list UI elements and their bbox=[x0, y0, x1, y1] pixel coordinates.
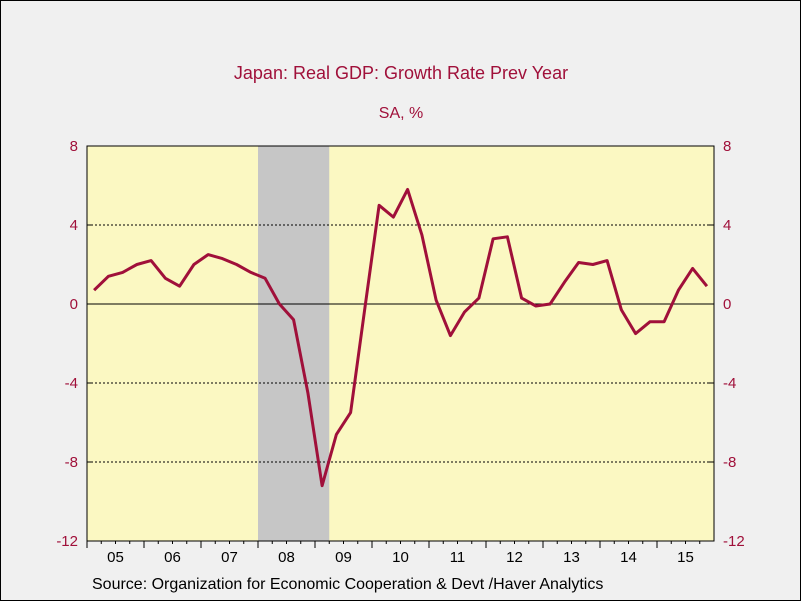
x-tick-label: 09 bbox=[335, 549, 352, 566]
y-tick-label-right: 4 bbox=[723, 217, 731, 234]
y-tick-label-left: 0 bbox=[70, 296, 78, 313]
x-tick-label: 12 bbox=[506, 549, 523, 566]
x-tick-label: 07 bbox=[221, 549, 238, 566]
y-tick-label-right: 8 bbox=[723, 138, 731, 155]
x-tick-label: 15 bbox=[677, 549, 694, 566]
y-tick-label-left: -4 bbox=[65, 375, 78, 392]
y-tick-label-left: 4 bbox=[70, 217, 78, 234]
x-tick-label: 06 bbox=[164, 549, 181, 566]
y-tick-label-right: -8 bbox=[723, 454, 736, 471]
source-note: Source: Organization for Economic Cooper… bbox=[92, 576, 603, 593]
x-tick-label: 13 bbox=[563, 549, 580, 566]
series-line bbox=[93, 187, 709, 488]
x-tick-label: 08 bbox=[278, 549, 295, 566]
series-group bbox=[93, 187, 709, 488]
recession-band bbox=[258, 146, 330, 541]
x-tick-label: 11 bbox=[450, 549, 466, 566]
plot-area bbox=[87, 146, 714, 541]
x-tick-label: 14 bbox=[620, 549, 637, 566]
x-tick-label: 05 bbox=[107, 549, 124, 566]
gridlines bbox=[87, 224, 714, 463]
y-tick-label-right: -12 bbox=[723, 533, 745, 550]
chart-subtitle: SA, % bbox=[379, 105, 423, 122]
y-tick-label-right: -4 bbox=[723, 375, 736, 392]
x-tick-label: 10 bbox=[392, 549, 409, 566]
y-tick-label-left: -12 bbox=[56, 533, 78, 550]
y-axis: 8 8 4 4 0 0 -4 -4 -8 -8 -12 -12 bbox=[56, 138, 744, 550]
y-tick-label-left: -8 bbox=[65, 454, 78, 471]
chart-title: Japan: Real GDP: Growth Rate Prev Year bbox=[234, 63, 568, 83]
x-axis: 05 06 07 08 09 10 11 12 13 14 15 bbox=[86, 541, 701, 566]
y-tick-label-right: 0 bbox=[723, 296, 731, 313]
y-tick-label-left: 8 bbox=[70, 138, 78, 155]
